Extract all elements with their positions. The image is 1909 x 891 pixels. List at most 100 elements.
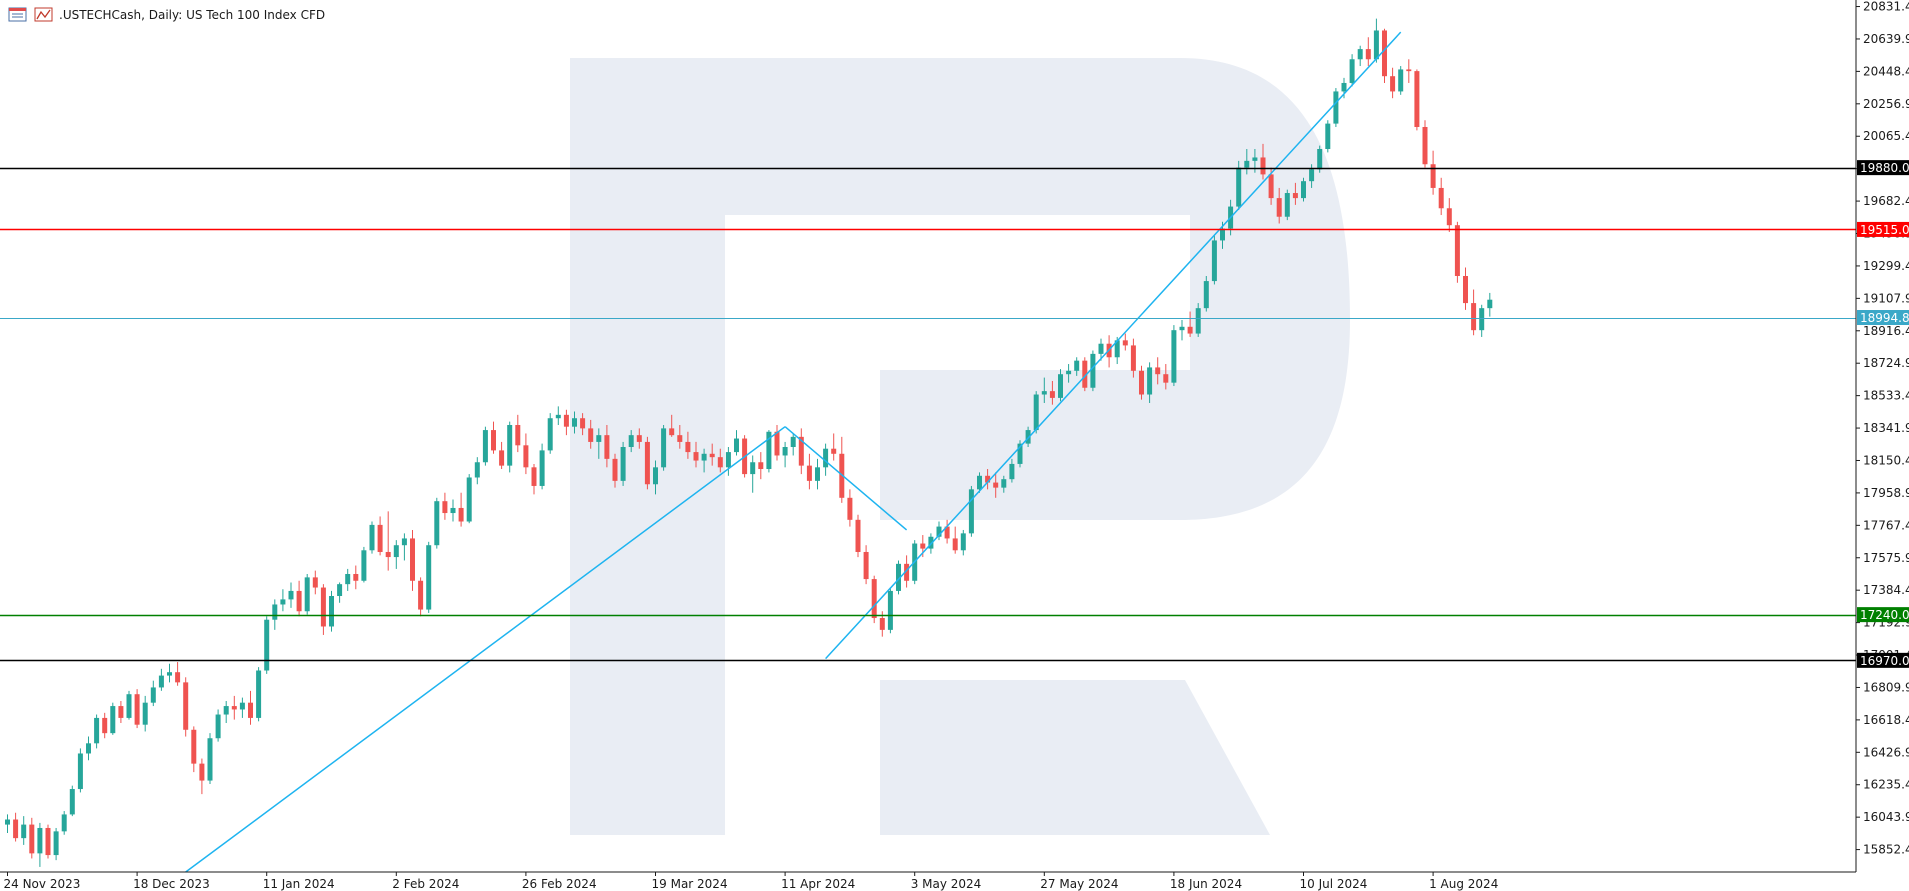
candle-body [547, 418, 553, 451]
candle-body [1341, 82, 1347, 92]
candle-body [977, 475, 982, 490]
candle [1195, 303, 1201, 337]
candle [531, 463, 537, 495]
candle-body [1058, 374, 1063, 398]
candle [393, 540, 399, 569]
candle [29, 817, 35, 859]
candle-body [264, 619, 270, 671]
candle [887, 587, 893, 634]
candle-body [94, 717, 100, 744]
candle-body [1179, 326, 1185, 331]
chart-type-icon[interactable] [34, 7, 53, 22]
candle [442, 492, 448, 520]
candle-body [450, 507, 456, 514]
candle [377, 516, 383, 556]
candle-body [45, 827, 51, 856]
y-tick-label: 20256.9 [1863, 97, 1909, 111]
watermark-letter-r [570, 58, 1350, 835]
candle-body [580, 418, 586, 429]
candle-body [207, 738, 213, 781]
candle [1211, 235, 1217, 285]
candle-body [734, 438, 739, 453]
candle-body [1430, 164, 1436, 188]
candle-body [685, 441, 691, 453]
candle-body [442, 501, 448, 514]
candle-body [191, 729, 197, 764]
candle [110, 702, 116, 735]
candle [896, 560, 901, 595]
candle [1365, 37, 1371, 67]
price-tag-box [1857, 310, 1909, 326]
candle-body [855, 519, 861, 552]
candle [863, 545, 869, 585]
x-tick-label: 11 Jan 2024 [263, 877, 335, 891]
candle-body [790, 436, 796, 448]
candle-body [653, 467, 658, 485]
candle [831, 433, 837, 461]
candle-body [288, 590, 294, 600]
candle [312, 570, 318, 595]
candle [304, 573, 310, 615]
candle [1292, 182, 1298, 205]
candle-body [1211, 240, 1217, 282]
y-tick-label: 20448.4 [1863, 64, 1909, 78]
candle [1171, 325, 1177, 387]
candle-body [21, 824, 27, 839]
candle-body [1260, 157, 1266, 175]
candle-body [215, 714, 221, 739]
candle-body [669, 428, 675, 436]
candle [1187, 311, 1193, 337]
candle [272, 599, 278, 630]
candle [580, 413, 586, 436]
candle-body [628, 435, 634, 448]
candle-body [1487, 299, 1493, 309]
candle-body [1187, 326, 1193, 334]
chart-header: .USTECHCash, Daily: US Tech 100 Index CF… [8, 7, 325, 22]
chart-window-icon[interactable] [8, 7, 27, 22]
candle [1487, 292, 1493, 317]
candle [426, 541, 432, 613]
candle [725, 447, 731, 476]
candle [223, 700, 229, 723]
candle [118, 700, 124, 723]
candle [539, 443, 545, 490]
candle-body [77, 753, 83, 790]
candle [361, 546, 367, 583]
candle [604, 424, 610, 468]
candle-body [491, 430, 496, 451]
candle-body [61, 814, 67, 832]
candle-body [1471, 303, 1477, 331]
candle [620, 441, 626, 486]
y-tick-label: 18533.4 [1863, 389, 1909, 403]
candle [977, 472, 982, 493]
candle [1009, 458, 1015, 483]
candle [199, 758, 205, 795]
candle-body [798, 436, 804, 466]
candle [1301, 177, 1306, 202]
candle [1058, 369, 1063, 402]
candle [653, 460, 658, 495]
candle [1163, 364, 1169, 390]
candle-body [1333, 91, 1339, 124]
candle-body [539, 450, 545, 486]
price-level-tags: 19880.0 19515.0 17240.0 16970.0 18994.8 [1857, 160, 1909, 668]
candle-body [1090, 353, 1096, 388]
candle-body [693, 452, 699, 461]
price-tag-box [1857, 652, 1909, 668]
horizontal-levels [0, 167, 1856, 662]
candle-body [1114, 340, 1120, 358]
candle-body [815, 467, 820, 481]
candle [280, 589, 286, 612]
candle [588, 419, 594, 449]
candle-body [644, 441, 650, 485]
candle-body [1236, 167, 1242, 207]
candle-body [823, 448, 829, 468]
candle-body [661, 428, 667, 468]
candle [215, 709, 221, 742]
candle [1260, 143, 1266, 180]
candle [758, 452, 764, 480]
candle [847, 489, 853, 527]
candle-body [1098, 343, 1104, 354]
candle [1463, 267, 1468, 310]
